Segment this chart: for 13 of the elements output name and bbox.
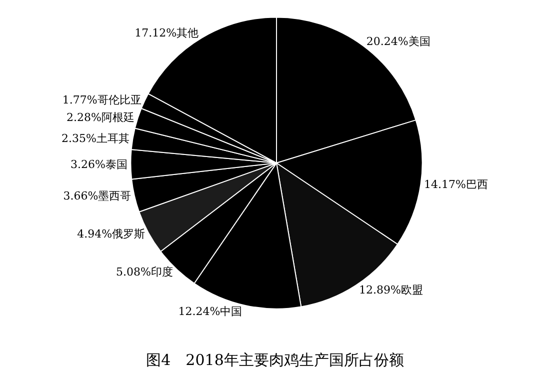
slice-label: 2.28%阿根廷 [66, 111, 134, 124]
slice-label: 5.08%印度 [116, 266, 173, 279]
slice-label: 2.35%土耳其 [62, 132, 130, 146]
slice-label: 3.66%墨西哥 [63, 190, 132, 203]
slice-label: 12.89%欧盟 [358, 283, 423, 296]
text: 图4 2018年主要肉鸡生产国所占份额 [146, 350, 404, 369]
slice-label: 17.12%其他 [134, 26, 199, 40]
slice-label: 4.94%俄罗斯 [77, 227, 146, 240]
slice-label: 12.24%中国 [178, 305, 242, 318]
slice-label: 14.17%巴西 [424, 178, 488, 191]
slice-label: 1.77%哥伦比亚 [62, 93, 142, 106]
slice-label: 20.24%美国 [366, 34, 430, 48]
slice-label: 3.26%泰国 [70, 158, 128, 171]
